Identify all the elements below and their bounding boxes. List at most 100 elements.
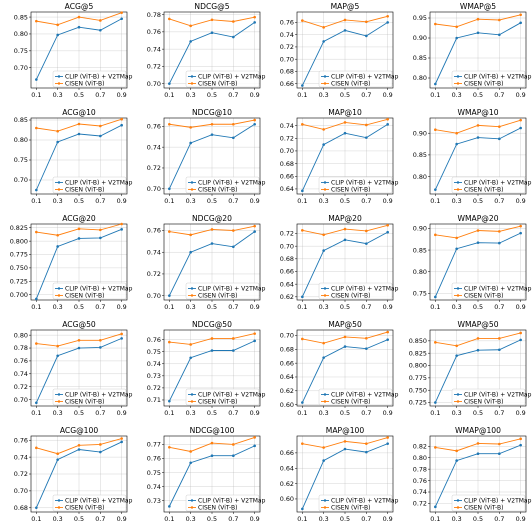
axes-frame <box>429 223 527 301</box>
legend-label: CISEN (ViT-B) <box>464 399 503 406</box>
data-point <box>253 436 256 439</box>
data-point <box>455 247 458 251</box>
legend-label: CLIP (ViT-B) + V2TMap <box>464 392 532 399</box>
x-tick-label: 0.3 <box>186 91 196 99</box>
legend-label: CLIP (ViT-B) + V2TMap <box>65 498 133 505</box>
y-tick-label: 0.77 <box>147 441 161 449</box>
legend-marker <box>190 506 194 509</box>
chart-panel: NDCG@100 0.73 0.74 0.75 0.76 0.77 0.1 0.3 0.5 0.7… <box>147 426 266 523</box>
x-tick-label: 0.9 <box>250 303 260 311</box>
y-tick-label: 0.74 <box>147 143 161 151</box>
legend-label: CISEN (ViT-B) <box>331 81 370 88</box>
y-tick-label: 0.75 <box>147 469 161 477</box>
y-tick-label: 0.800 <box>409 362 427 370</box>
data-point <box>232 136 235 140</box>
data-point <box>77 339 81 342</box>
data-point <box>232 349 235 352</box>
x-tick-label: 0.9 <box>383 197 393 205</box>
legend-marker <box>190 393 194 396</box>
chart-title: WMAP@5 <box>460 2 496 11</box>
axes-frame <box>30 223 128 301</box>
data-point <box>343 131 347 135</box>
axes-frame <box>163 435 261 513</box>
x-tick-label: 0.7 <box>95 409 105 417</box>
legend-box <box>318 70 393 88</box>
legend-label: CISEN (ViT-B) <box>464 505 503 512</box>
data-point <box>476 348 480 352</box>
legend-marker <box>57 75 61 78</box>
data-point <box>189 356 192 360</box>
x-tick-label: 0.5 <box>207 91 217 99</box>
y-tick-label: 0.70 <box>280 242 294 250</box>
x-tick-label: 0.3 <box>53 303 63 311</box>
x-tick-label: 0.1 <box>297 91 307 99</box>
legend-label: CISEN (ViT-B) <box>464 81 503 88</box>
y-tick-label: 0.78 <box>14 344 28 352</box>
legend-label: CISEN (ViT-B) <box>331 505 370 512</box>
x-tick-label: 0.9 <box>383 515 393 523</box>
data-point <box>434 82 437 86</box>
y-tick-label: 0.71 <box>147 396 161 404</box>
data-point <box>519 224 522 228</box>
y-tick-label: 0.90 <box>413 225 427 233</box>
data-point <box>77 346 81 350</box>
data-point <box>519 437 522 441</box>
x-tick-label: 0.7 <box>228 197 238 205</box>
y-tick-label: 0.85 <box>14 13 28 21</box>
data-point <box>476 442 480 445</box>
data-point <box>35 342 38 345</box>
data-point <box>232 443 235 446</box>
legend-label: CLIP (ViT-B) + V2TMap <box>65 180 133 187</box>
data-point <box>189 126 192 129</box>
data-point <box>232 35 235 39</box>
legend-marker <box>323 400 327 403</box>
x-tick-label: 0.3 <box>53 409 63 417</box>
legend-box <box>185 282 260 300</box>
legend-marker <box>456 75 460 78</box>
axes-frame <box>296 329 394 407</box>
chart-panel: ACG@10 0.70 0.75 0.80 0.85 0.1 0.3 0.5 0.7 0.9 CLI… <box>14 108 133 205</box>
legend-box <box>52 176 127 194</box>
data-point <box>35 401 38 405</box>
x-tick-label: 0.3 <box>186 197 196 205</box>
y-tick-label: 0.66 <box>280 80 294 88</box>
x-tick-label: 0.5 <box>473 409 483 417</box>
data-point <box>519 126 522 130</box>
y-tick-label: 0.72 <box>14 383 28 391</box>
data-point <box>168 340 171 344</box>
x-tick-label: 0.9 <box>516 515 526 523</box>
y-tick-label: 0.850 <box>409 337 427 345</box>
x-tick-label: 0.5 <box>473 197 483 205</box>
legend-marker <box>57 294 61 297</box>
axes-frame <box>429 11 527 89</box>
legend-label: CLIP (ViT-B) + V2TMap <box>331 286 399 293</box>
data-point <box>168 399 171 403</box>
data-point <box>120 11 123 14</box>
y-tick-label: 0.80 <box>413 74 427 82</box>
y-tick-label: 0.82 <box>413 442 427 450</box>
data-point <box>365 34 368 38</box>
x-tick-label: 0.5 <box>74 515 84 523</box>
x-tick-label: 0.9 <box>250 197 260 205</box>
chart-panel: MAP@20 0.62 0.64 0.66 0.68 0.70 0.72 0.1 0.3 0.5 0… <box>280 214 399 311</box>
y-tick-label: 0.80 <box>413 454 427 462</box>
x-tick-label: 0.5 <box>340 91 350 99</box>
data-point <box>343 29 347 32</box>
y-tick-label: 0.725 <box>10 277 28 285</box>
x-tick-label: 0.5 <box>74 197 84 205</box>
legend-label: CISEN (ViT-B) <box>198 399 237 406</box>
chart-title: ACG@100 <box>60 426 99 435</box>
y-tick-label: 0.80 <box>14 136 28 144</box>
y-tick-label: 0.60 <box>280 495 294 503</box>
y-tick-label: 0.78 <box>147 11 161 19</box>
data-point <box>120 332 123 336</box>
data-point <box>322 341 325 345</box>
x-tick-label: 0.3 <box>319 303 329 311</box>
x-tick-label: 0.9 <box>117 91 127 99</box>
x-tick-label: 0.3 <box>319 197 329 205</box>
data-point <box>120 222 123 226</box>
y-tick-label: 0.85 <box>413 54 427 62</box>
data-point <box>455 459 458 462</box>
data-point <box>455 449 458 453</box>
chart-panel: WMAP@100 0.72 0.74 0.76 0.78 0.80 0.82 0.1 0.3 0.… <box>413 426 532 523</box>
